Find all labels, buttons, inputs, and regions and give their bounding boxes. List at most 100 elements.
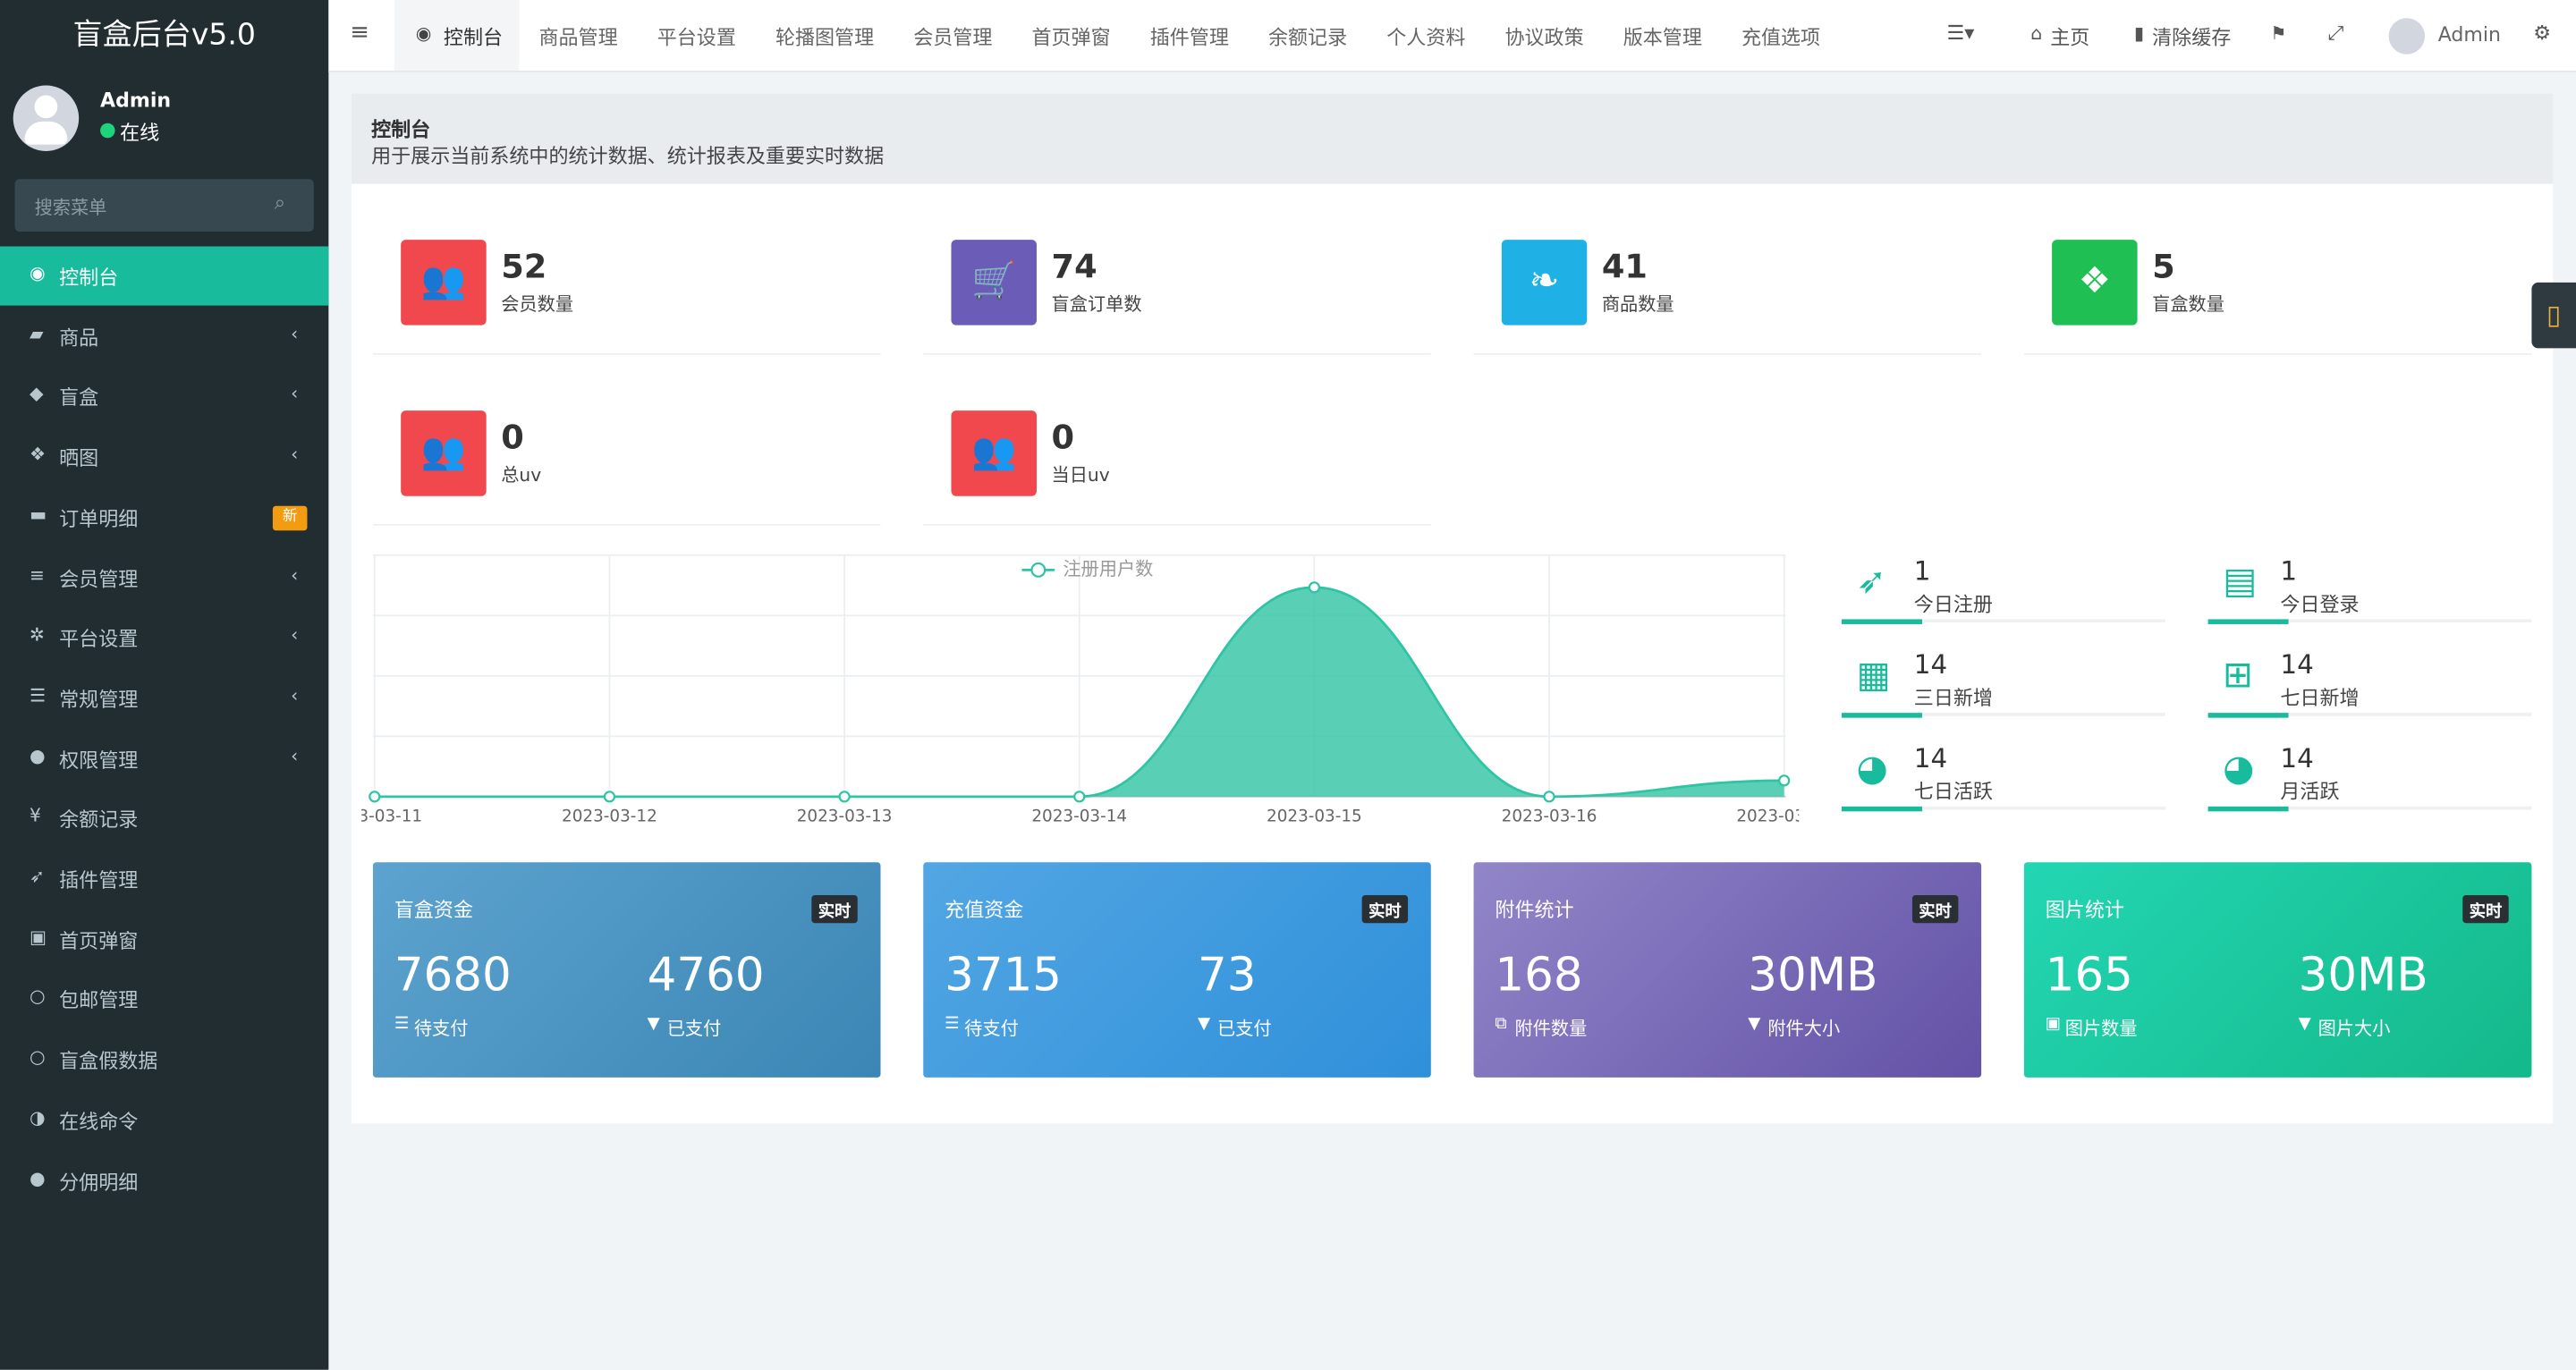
menu-label: 分佣明细 bbox=[59, 1170, 139, 1194]
menu-icon: ● bbox=[30, 1167, 46, 1188]
menu-item[interactable]: ○ 包邮管理 bbox=[0, 969, 328, 1028]
avatar-head bbox=[34, 95, 58, 119]
menu-label: 平台设置 bbox=[59, 627, 139, 651]
nav-tab[interactable]: 充值选项 bbox=[1722, 0, 1840, 71]
menu-item[interactable]: ▣ 首页弹窗 bbox=[0, 909, 328, 968]
nav-tab[interactable]: 首页弹窗 bbox=[1012, 0, 1130, 71]
menu-item[interactable]: ➶ 插件管理 bbox=[0, 850, 328, 909]
nav-tab-label: 轮播图管理 bbox=[775, 26, 875, 50]
stat-label: 盲盒数量 bbox=[2152, 293, 2224, 316]
stat-value: 41 bbox=[1601, 246, 1648, 286]
x-tick-label: 2023-03-16 bbox=[1502, 807, 1597, 825]
side-toggle[interactable]: ▯ bbox=[2531, 282, 2576, 349]
panel-value: 168 bbox=[1495, 947, 1583, 1002]
page-header bbox=[352, 93, 2554, 184]
menu-icon: ❖ bbox=[30, 444, 47, 465]
menu-item[interactable]: ○ 盲盒假数据 bbox=[0, 1030, 328, 1089]
search-box[interactable]: 搜索菜单 ⌕ bbox=[14, 179, 314, 232]
legend-label: 注册用户数 bbox=[1063, 558, 1153, 579]
menu-item[interactable]: ◉ 控制台 bbox=[0, 246, 329, 306]
activity-divider bbox=[2207, 713, 2532, 716]
activity-accent bbox=[1841, 713, 1922, 718]
panel-item-icon: ▼ bbox=[1197, 1015, 1211, 1034]
menu-label: 包邮管理 bbox=[59, 989, 139, 1013]
stat-label: 当日uv bbox=[1051, 464, 1110, 486]
menu-item[interactable]: ☰ 常规管理 ‹ bbox=[0, 668, 328, 727]
nav-tab[interactable]: 商品管理 bbox=[519, 0, 637, 71]
panel-item-icon: ▼ bbox=[1748, 1015, 1761, 1034]
menu-label: 盲盒 bbox=[59, 386, 99, 410]
chart: 2023-03-11 2023-03-12 2023-03-13 2023-03-14… bbox=[361, 554, 1807, 825]
tab-icon: ◉ bbox=[415, 22, 432, 45]
top-user[interactable]: Admin bbox=[2437, 22, 2501, 47]
menu-label: 订单明细 bbox=[59, 507, 139, 530]
menu-arrow: ‹ bbox=[291, 444, 299, 465]
menu-item[interactable]: ◑ 在线命令 bbox=[0, 1090, 328, 1149]
nav-tab[interactable]: 个人资料 bbox=[1367, 0, 1485, 71]
fullscreen-icon[interactable]: ⤢ bbox=[2327, 21, 2344, 45]
activity-icon: ▦ bbox=[1856, 655, 1891, 697]
point bbox=[1308, 581, 1321, 594]
menu-arrow: ‹ bbox=[291, 323, 299, 345]
nav-tab[interactable]: 余额记录 bbox=[1249, 0, 1367, 71]
x-tick-label: 2023-03-12 bbox=[562, 807, 657, 825]
stat-value: 0 bbox=[1051, 417, 1075, 457]
nav-tab[interactable]: 协议政策 bbox=[1485, 0, 1603, 71]
menu-icon: ○ bbox=[30, 1046, 46, 1069]
nav-tab-label: 余额记录 bbox=[1267, 26, 1348, 50]
panel-item-icon: ⧉ bbox=[1495, 1015, 1507, 1034]
nav-tab-label: 协议政策 bbox=[1504, 26, 1584, 50]
menu-item[interactable]: ● 分佣明细 bbox=[0, 1151, 328, 1210]
menu-label: 常规管理 bbox=[59, 688, 139, 712]
settings-icon[interactable]: ⚙ bbox=[2533, 21, 2552, 45]
menu-item[interactable]: ● 权限管理 ‹ bbox=[0, 729, 328, 788]
menu-item[interactable]: ◆ 盲盒 ‹ bbox=[0, 367, 328, 426]
nav-tab[interactable]: 插件管理 bbox=[1131, 0, 1249, 71]
panel-value: 73 bbox=[1197, 947, 1257, 1002]
activity-icon: ➶ bbox=[1856, 562, 1887, 604]
list-menu[interactable]: ☰▾ bbox=[1946, 21, 1975, 45]
panel-value: 7680 bbox=[394, 947, 512, 1002]
menu-item[interactable]: ▰ 商品 ‹ bbox=[0, 307, 328, 366]
menu-item[interactable]: ≡ 会员管理 ‹ bbox=[0, 548, 328, 607]
stat-icon: 👥 bbox=[951, 410, 1037, 496]
search-icon: ⌕ bbox=[274, 190, 286, 214]
nav-tab[interactable]: 轮播图管理 bbox=[756, 0, 894, 71]
menu-icon: ◑ bbox=[30, 1106, 46, 1129]
nav-tab[interactable]: ◉ 控制台 bbox=[394, 0, 520, 71]
menu-item[interactable]: ¥ 余额记录 bbox=[0, 789, 328, 848]
lang-icon[interactable]: ⚑ bbox=[2270, 22, 2287, 45]
stat-divider bbox=[923, 523, 1431, 526]
menu-toggle[interactable]: ≡ bbox=[350, 20, 369, 47]
x-tick-label: 2023-03-17 bbox=[1736, 807, 1807, 825]
nav-tab[interactable]: 版本管理 bbox=[1604, 0, 1722, 71]
panel: 图片统计 实时 165 ▣ 图片数量 30MB ▼ 图片大小 bbox=[2023, 862, 2532, 1078]
panel-value: 3715 bbox=[945, 947, 1063, 1002]
point bbox=[603, 791, 616, 803]
menu-label: 商品 bbox=[59, 326, 99, 350]
menu-item[interactable]: ▬ 订单明细 新 bbox=[0, 487, 328, 546]
x-labels: 2023-03-11 2023-03-12 2023-03-13 2023-03-14… bbox=[361, 807, 1807, 825]
legend-marker bbox=[1030, 562, 1046, 578]
menu-icon: ◆ bbox=[30, 383, 44, 405]
panel-value: 165 bbox=[2045, 947, 2133, 1002]
panel-label: 附件大小 bbox=[1767, 1018, 1841, 1040]
nav-tab[interactable]: 会员管理 bbox=[894, 0, 1012, 71]
clear-cache[interactable]: 清除缓存 bbox=[2152, 26, 2232, 50]
menu-arrow: ‹ bbox=[291, 745, 299, 767]
stat-value: 74 bbox=[1051, 246, 1097, 286]
home-link[interactable]: 主页 bbox=[2050, 26, 2090, 50]
point bbox=[1073, 791, 1086, 803]
activity-value: 14 bbox=[1913, 742, 1948, 774]
nav-tab[interactable]: 平台设置 bbox=[638, 0, 756, 71]
menu-label: 盲盒假数据 bbox=[59, 1049, 158, 1073]
panel-label: 图片数量 bbox=[2064, 1018, 2138, 1040]
brand: 盲盒后台v5.0 bbox=[72, 18, 256, 53]
top-avatar[interactable] bbox=[2388, 18, 2426, 55]
activity-accent bbox=[2207, 713, 2289, 718]
menu-item[interactable]: ✲ 平台设置 ‹ bbox=[0, 608, 328, 667]
panel-item-icon: ▼ bbox=[2298, 1015, 2311, 1034]
menu-item[interactable]: ❖ 晒图 ‹ bbox=[0, 427, 328, 486]
stat-icon: ❖ bbox=[2052, 240, 2138, 326]
